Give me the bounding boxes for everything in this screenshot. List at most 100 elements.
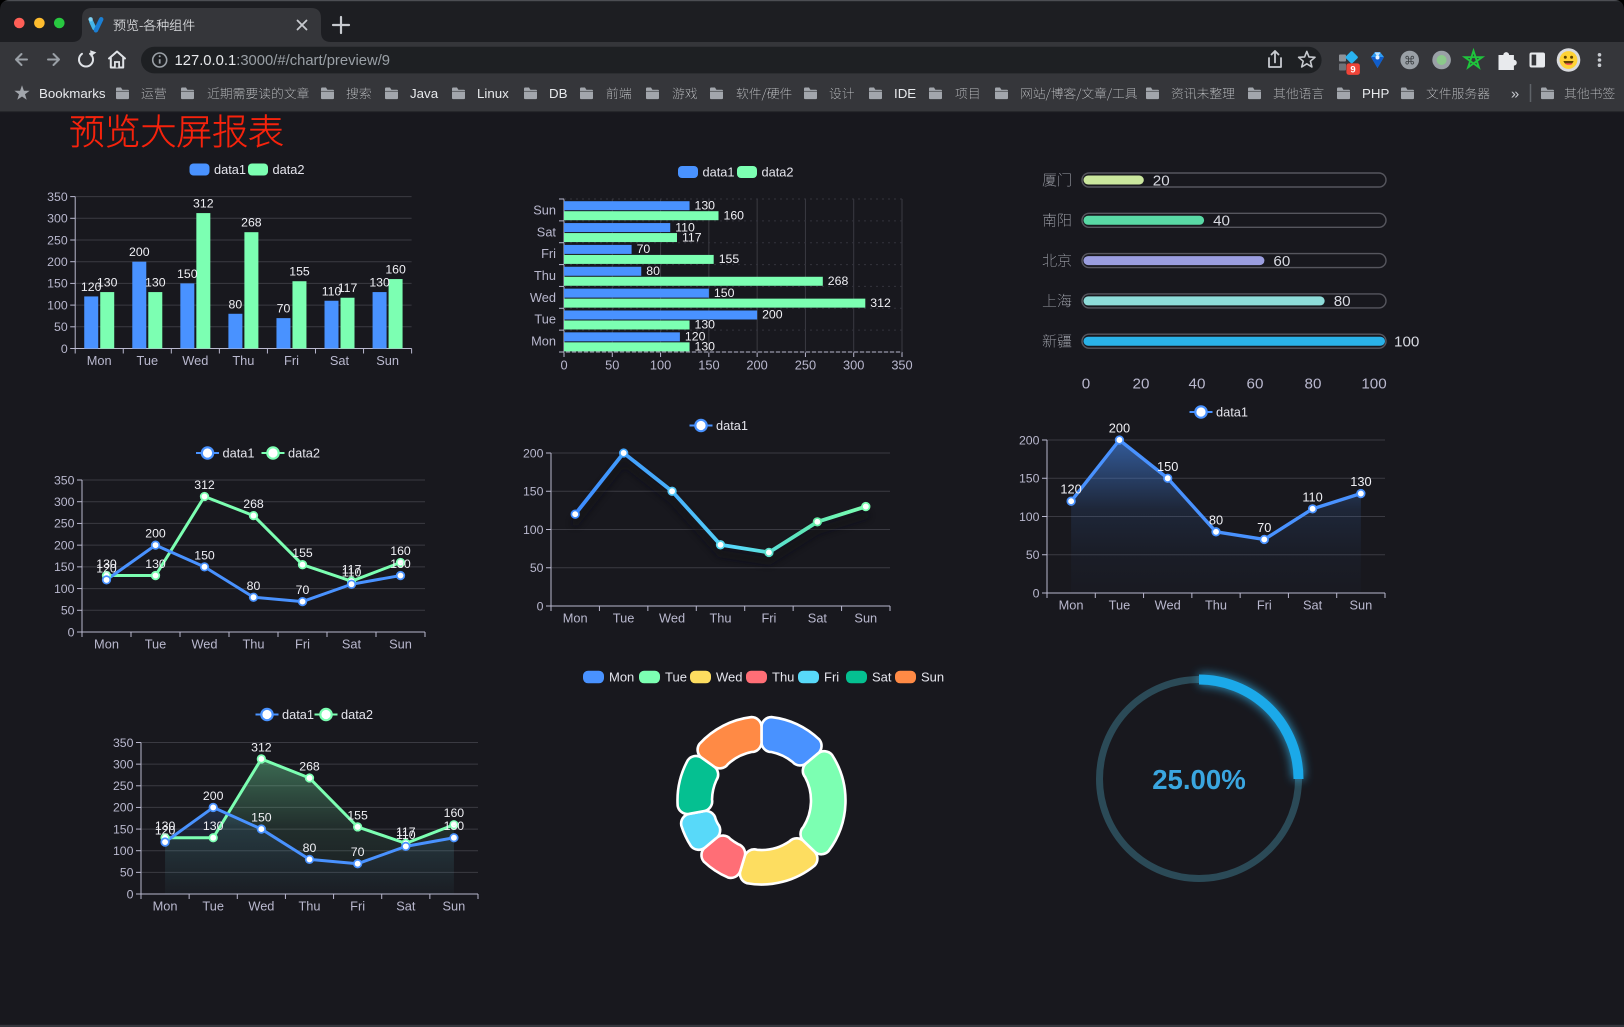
svg-text:268: 268: [241, 216, 262, 230]
svg-text:350: 350: [891, 358, 912, 373]
svg-text:150: 150: [177, 267, 198, 281]
svg-text:100: 100: [113, 844, 134, 858]
svg-text:312: 312: [193, 197, 214, 211]
svg-text:130: 130: [1350, 474, 1371, 489]
svg-text:0: 0: [127, 887, 134, 901]
svg-text:Wed: Wed: [530, 290, 556, 305]
svg-text:100: 100: [1019, 510, 1040, 524]
svg-text:DB: DB: [549, 86, 568, 101]
svg-text:9: 9: [1350, 65, 1355, 76]
svg-text:Wed: Wed: [248, 899, 274, 914]
svg-text:250: 250: [795, 358, 816, 373]
svg-text:40: 40: [1189, 375, 1206, 392]
svg-text:100: 100: [1361, 375, 1386, 392]
svg-text:150: 150: [1157, 459, 1178, 474]
svg-text:117: 117: [682, 230, 702, 244]
svg-text:150: 150: [714, 286, 735, 300]
svg-text:312: 312: [194, 478, 215, 492]
svg-text:Fri: Fri: [761, 611, 776, 626]
svg-text:127.0.0.1:3000/#/chart/preview: 127.0.0.1:3000/#/chart/preview/9: [175, 53, 391, 69]
svg-text:Thu: Thu: [242, 637, 264, 652]
svg-text:200: 200: [113, 801, 134, 815]
svg-text:50: 50: [1026, 548, 1040, 562]
svg-text:Wed: Wed: [659, 611, 685, 626]
svg-text:80: 80: [646, 264, 660, 278]
svg-text:130: 130: [695, 318, 716, 332]
svg-text:70: 70: [296, 583, 310, 597]
svg-text:50: 50: [61, 604, 75, 618]
svg-text:155: 155: [347, 808, 368, 822]
svg-text:0: 0: [560, 358, 567, 373]
svg-text:70: 70: [277, 302, 291, 316]
svg-text:Thu: Thu: [1205, 598, 1227, 613]
svg-text:155: 155: [719, 252, 740, 266]
svg-text:200: 200: [129, 245, 150, 259]
svg-text:350: 350: [54, 473, 75, 487]
svg-text:150: 150: [113, 822, 134, 836]
svg-text:100: 100: [47, 298, 68, 312]
svg-text:250: 250: [54, 517, 75, 531]
svg-text:200: 200: [203, 789, 224, 803]
svg-text:Tue: Tue: [202, 899, 224, 914]
svg-text:120: 120: [96, 561, 117, 575]
svg-text:155: 155: [292, 546, 313, 560]
svg-text:Java: Java: [410, 86, 439, 101]
svg-text:Mon: Mon: [94, 637, 119, 652]
svg-text:130: 130: [155, 819, 176, 833]
svg-text:Thu: Thu: [298, 899, 320, 914]
svg-text:200: 200: [145, 527, 166, 541]
svg-text:Tue: Tue: [137, 353, 159, 368]
svg-text:120: 120: [81, 280, 102, 294]
svg-text:Fri: Fri: [350, 899, 365, 914]
svg-text:Sat: Sat: [342, 637, 362, 652]
svg-text:200: 200: [523, 446, 544, 460]
svg-text:Sun: Sun: [443, 899, 466, 914]
svg-text:117: 117: [342, 563, 362, 577]
svg-text:80: 80: [247, 579, 261, 593]
svg-text:130: 130: [695, 198, 716, 212]
svg-text:Sun: Sun: [376, 353, 399, 368]
svg-text:Tue: Tue: [145, 637, 167, 652]
svg-text:Sun: Sun: [921, 670, 944, 685]
svg-text:Bookmarks: Bookmarks: [39, 86, 106, 101]
svg-text:130: 130: [145, 557, 166, 571]
svg-text:data1: data1: [214, 162, 246, 177]
svg-text:150: 150: [47, 277, 68, 291]
svg-text:130: 130: [97, 276, 118, 290]
svg-text:160: 160: [724, 208, 745, 222]
svg-text:80: 80: [1209, 512, 1223, 527]
svg-text:312: 312: [870, 296, 891, 310]
svg-text:Sun: Sun: [854, 611, 877, 626]
svg-text:150: 150: [1019, 472, 1040, 486]
svg-text:Mon: Mon: [1059, 598, 1084, 613]
svg-text:80: 80: [229, 297, 243, 311]
svg-text:data1: data1: [282, 707, 314, 722]
svg-text:data2: data2: [341, 707, 373, 722]
svg-text:40: 40: [1213, 213, 1230, 230]
svg-text:Sat: Sat: [872, 670, 892, 685]
svg-text:Sun: Sun: [1350, 598, 1373, 613]
svg-text:Mon: Mon: [609, 670, 634, 685]
svg-text:300: 300: [54, 495, 75, 509]
svg-text:70: 70: [351, 845, 365, 859]
svg-text:Fri: Fri: [541, 246, 556, 261]
svg-text:155: 155: [289, 265, 310, 279]
svg-text:data1: data1: [716, 418, 748, 433]
svg-text:Sat: Sat: [1303, 598, 1323, 613]
svg-text:120: 120: [685, 330, 706, 344]
svg-text:50: 50: [54, 320, 68, 334]
svg-text:130: 130: [369, 276, 390, 290]
svg-text:117: 117: [338, 281, 358, 295]
svg-text:150: 150: [698, 358, 719, 373]
svg-text:Thu: Thu: [534, 268, 556, 283]
svg-text:data1: data1: [703, 165, 735, 180]
svg-text:150: 150: [523, 485, 544, 499]
svg-text:Sun: Sun: [533, 202, 556, 217]
svg-text:data1: data1: [223, 446, 255, 461]
svg-text:120: 120: [155, 824, 176, 838]
svg-text:200: 200: [1109, 421, 1130, 436]
svg-text:100: 100: [54, 582, 75, 596]
svg-text:Mon: Mon: [87, 353, 112, 368]
svg-text:250: 250: [113, 779, 134, 793]
svg-text:Sat: Sat: [396, 899, 416, 914]
